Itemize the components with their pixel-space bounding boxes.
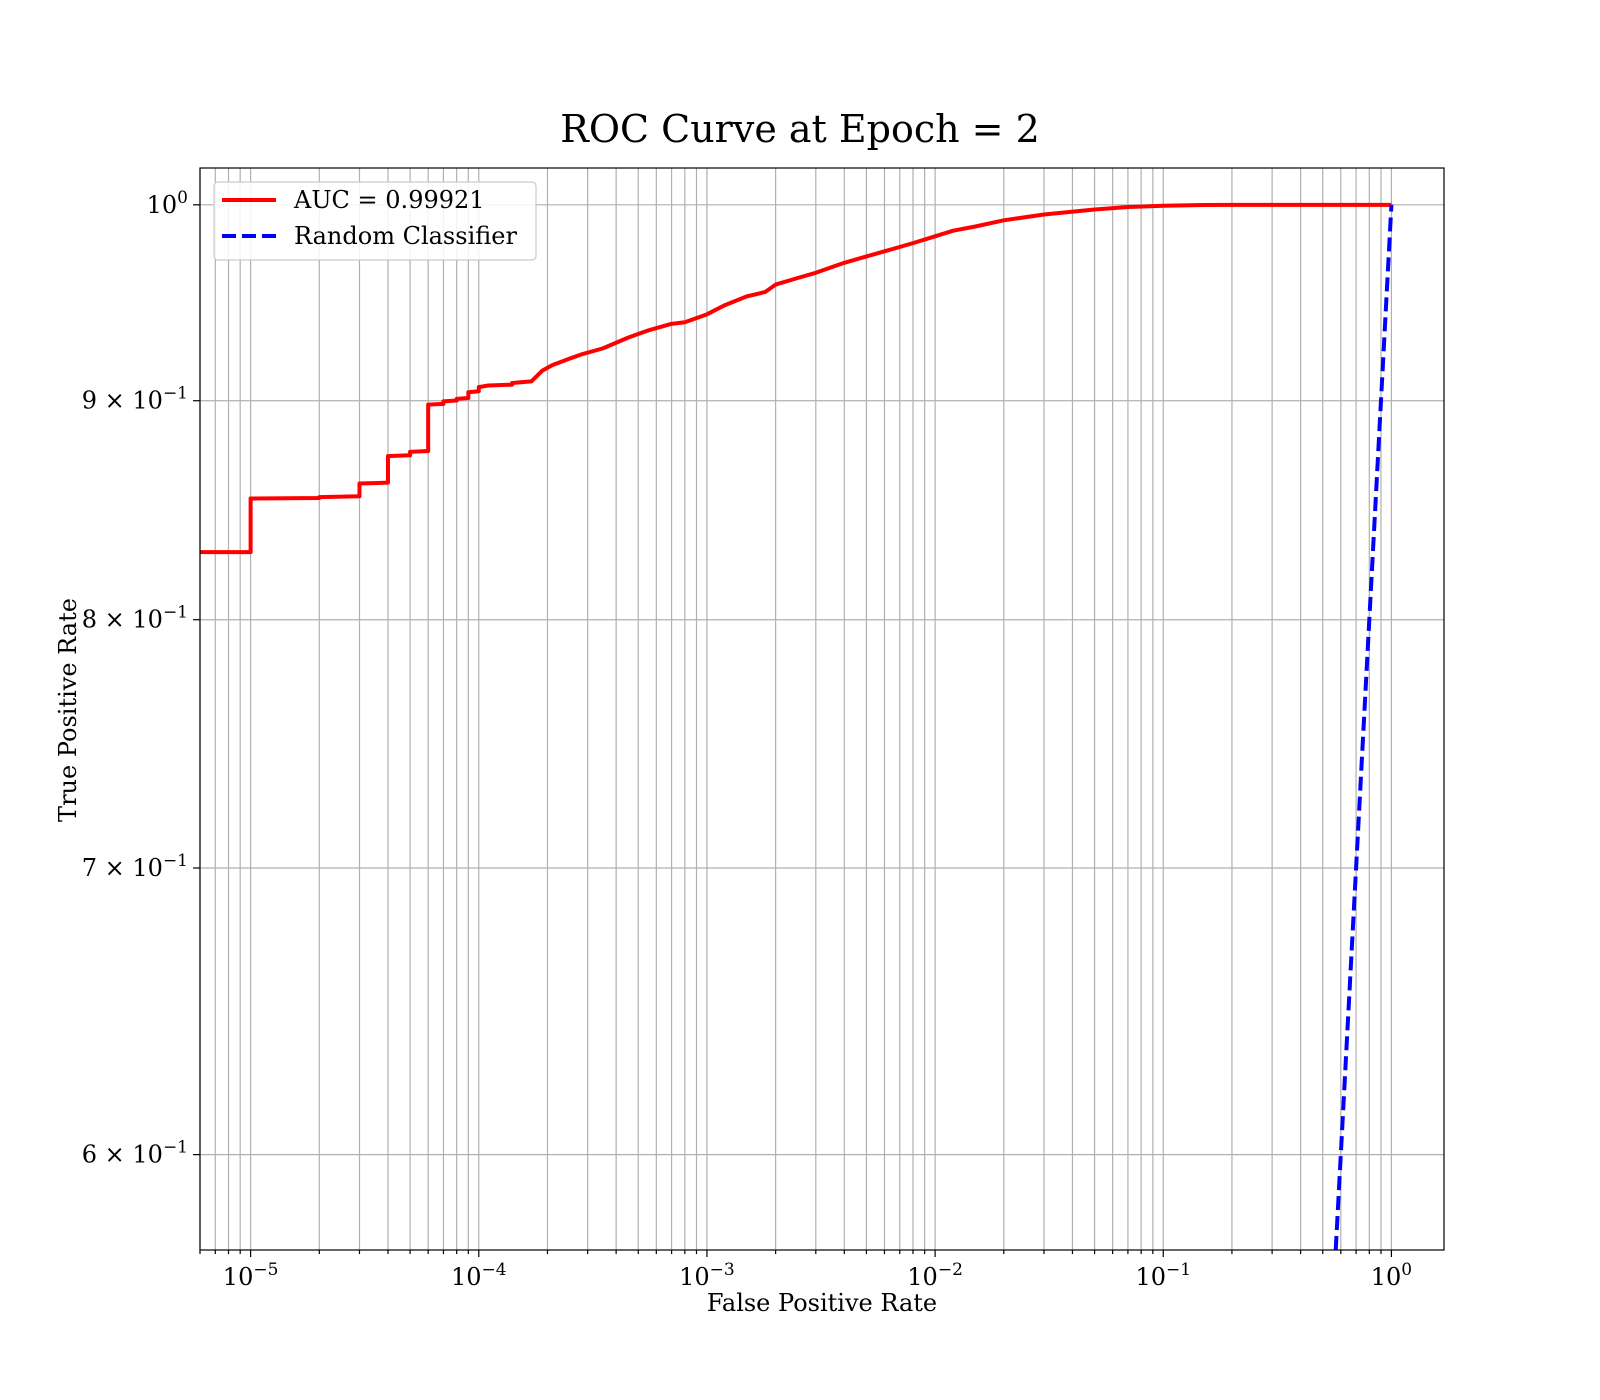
legend: AUC = 0.99921 Random Classifier: [213, 181, 537, 261]
grid: [199, 168, 1444, 1250]
random-classifier-line: [1333, 204, 1394, 1251]
y-axis-label: True Positive Rate: [54, 598, 82, 822]
series-layer: [200, 202, 1394, 1251]
x-tick-label: 10−2: [907, 1260, 963, 1291]
x-axis-ticks: 10−5 10−4 10−3 10−2 10−1 100: [199, 1250, 1412, 1291]
chart-title: ROC Curve at Epoch = 2: [560, 107, 1040, 151]
roc-curve-line: [200, 202, 1392, 555]
y-tick-label: 9 × 10−1: [82, 384, 188, 415]
x-tick-label: 100: [1371, 1260, 1412, 1291]
x-axis-label: False Positive Rate: [707, 1289, 937, 1317]
x-tick-label: 10−4: [451, 1260, 507, 1291]
y-tick-label: 6 × 10−1: [82, 1138, 188, 1169]
x-tick-label: 10−3: [679, 1260, 735, 1291]
legend-box: [213, 181, 537, 261]
y-tick-label: 7 × 10−1: [82, 851, 188, 882]
x-tick-label: 10−5: [223, 1260, 279, 1291]
plot-frame: [199, 167, 1445, 1251]
legend-label-random: Random Classifier: [294, 222, 517, 250]
y-axis-ticks: 100 9 × 10−1 8 × 10−1 7 × 10−1 6 × 10−1: [82, 188, 200, 1169]
x-tick-label: 10−1: [1135, 1260, 1191, 1291]
y-tick-label: 8 × 10−1: [82, 603, 188, 634]
legend-label-auc: AUC = 0.99921: [293, 186, 485, 214]
y-tick-label: 100: [147, 188, 188, 219]
